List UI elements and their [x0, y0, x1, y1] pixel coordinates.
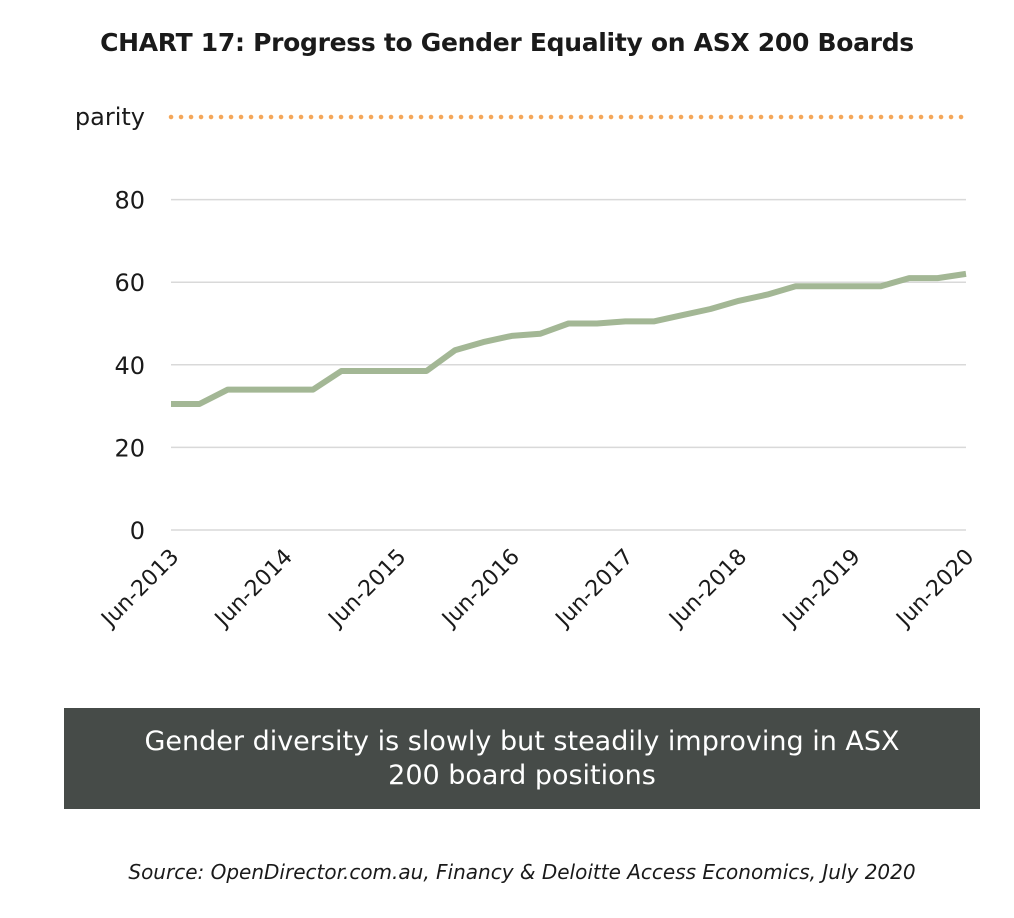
y-tick-label: 80: [114, 187, 145, 215]
x-tick-label: Jun-2016: [436, 545, 525, 634]
y-tick-label: 0: [130, 517, 145, 545]
x-tick-label: Jun-2013: [96, 545, 185, 634]
x-axis-ticks: Jun-2013 Jun-2014 Jun-2015 Jun-2016 Jun-2017…: [96, 545, 980, 634]
x-tick-label: Jun-2018: [663, 545, 752, 634]
x-tick-label: Jun-2015: [323, 545, 412, 634]
x-tick-label: Jun-2020: [891, 545, 980, 634]
x-tick-label: Jun-2017: [550, 545, 639, 634]
line-chart: 0 20 40 60 80 parity Jun-2013 Jun-2014 Jun-2015…: [75, 103, 980, 634]
chart-title: CHART 17: Progress to Gender Equality on…: [100, 28, 914, 57]
y-tick-label: 20: [114, 434, 145, 462]
callout-text: Gender diversity is slowly but steadily …: [144, 725, 900, 791]
y-tick-label: 60: [114, 269, 145, 297]
callout-box: Gender diversity is slowly but steadily …: [64, 708, 980, 809]
y-tick-label: 40: [114, 352, 145, 380]
parity-label: parity: [75, 103, 145, 131]
y-axis-ticks: 0 20 40 60 80 parity: [75, 103, 145, 545]
series-lines: [168, 114, 969, 407]
x-tick-label: Jun-2014: [209, 545, 298, 634]
source-note: Source: OpenDirector.com.au, Financy & D…: [128, 860, 916, 884]
series-line: [171, 270, 967, 407]
gridlines: [171, 198, 966, 531]
x-tick-label: Jun-2019: [777, 545, 866, 634]
